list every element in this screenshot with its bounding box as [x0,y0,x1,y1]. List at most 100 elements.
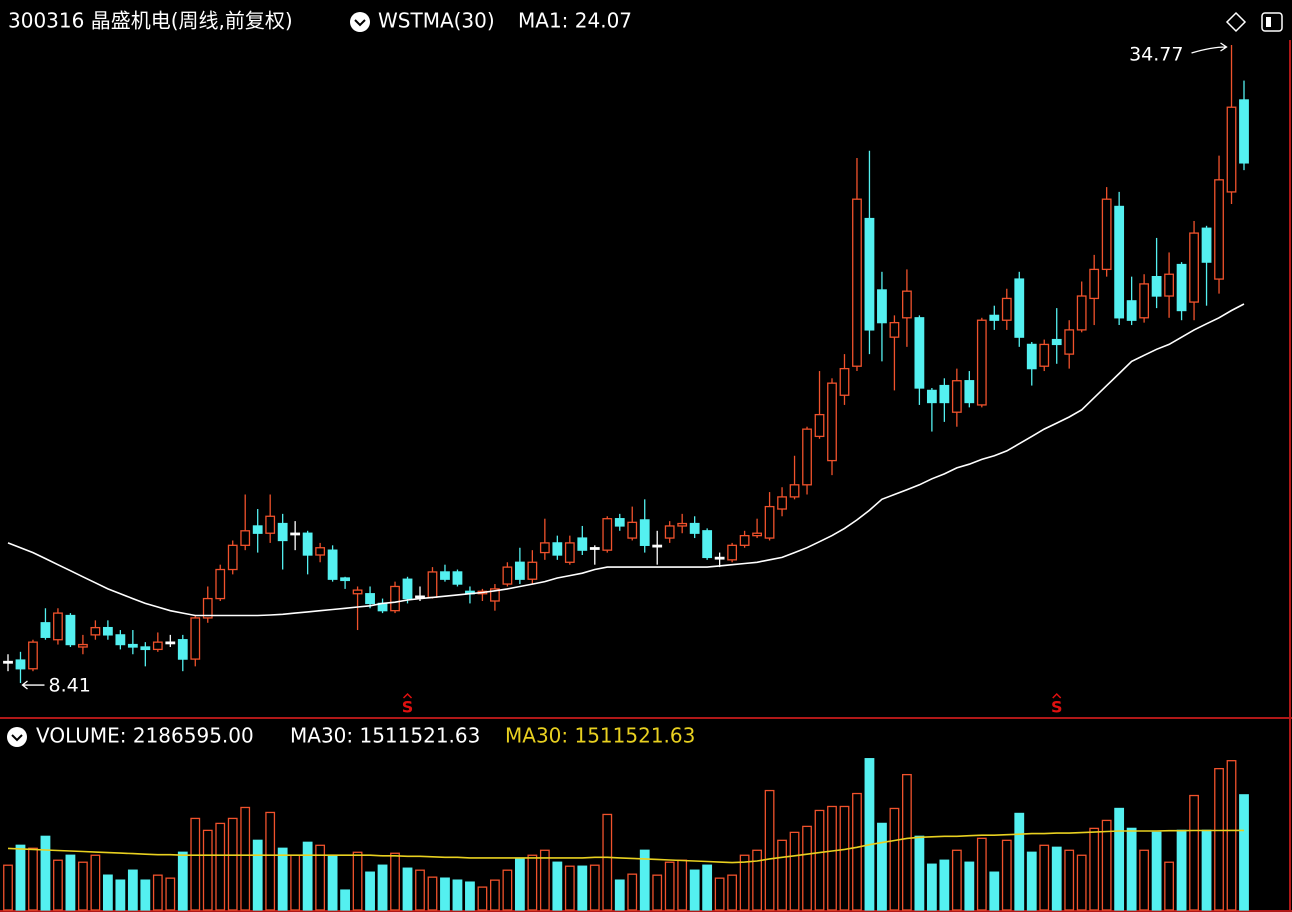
candle-body [727,544,738,561]
candle-body [989,314,1000,321]
volume-bar [802,825,812,911]
candle-body [40,622,51,638]
candle-body [1226,106,1237,193]
volume-bar [689,869,700,911]
volume-bar [1201,829,1212,911]
volume-bar [1039,844,1050,911]
candle-body [602,518,613,551]
volume-bar [926,863,937,911]
volume-bar [40,835,51,911]
volume-ma-label-yellow: MA30: 1511521.63 [505,724,695,748]
candle-body [877,289,887,324]
volume-bar [1226,760,1237,911]
volume-bar [502,869,513,911]
candle-body [1014,278,1025,338]
volume-bar [627,873,638,911]
volume-bar [290,854,301,911]
diamond-icon[interactable] [1225,11,1247,33]
candle-body [827,382,837,462]
volume-bar [889,807,900,911]
volume-bar [789,831,800,911]
panel-icon[interactable] [1261,12,1283,32]
candle-body [415,595,425,599]
candle-body [552,542,563,556]
volume-bar [127,869,138,911]
candle-body [527,561,538,580]
volume-dropdown-icon[interactable] [7,727,27,747]
volume-bar [90,854,101,911]
volume-bar [839,805,850,911]
volume-bar [827,805,837,911]
candle-body [1114,205,1125,319]
candle-body [926,389,937,404]
volume-bar [564,865,575,911]
signal-hat [402,692,413,699]
candle-body [939,384,950,404]
candle-body [1189,232,1199,303]
volume-bar [1114,807,1125,911]
volume-bar [277,847,288,911]
signal-marker: S [402,698,414,717]
candle-body [1076,295,1087,331]
candle-body [1039,343,1050,367]
candle-body [1214,179,1224,280]
volume-bar [365,871,375,911]
candle-body [664,525,675,539]
volume-bar [814,809,825,911]
candle-body [440,571,450,580]
volume-bar [964,861,975,911]
candle-body [28,641,38,670]
volume-bar [739,854,750,911]
volume-bar [227,817,238,911]
volume-bar [764,789,775,911]
volume-bar [28,847,38,911]
volume-bar [315,844,326,911]
candle-body [365,593,375,605]
volume-bar [664,861,675,911]
candle-body [427,571,438,599]
volume-bar [1126,827,1137,911]
volume-bar [102,874,113,911]
volume-bar [1101,819,1112,911]
panel-icon-inner [1266,17,1271,27]
volume-bar [1001,839,1012,911]
candle-body [514,561,525,580]
volume-bar [852,792,862,911]
signal-marker: S [1051,698,1063,717]
candle-body [652,544,663,548]
candle-body [964,380,975,404]
volume-bar [1139,849,1150,911]
volume-bar [939,859,950,911]
volume-bar [639,849,650,911]
candle-body [3,660,13,664]
candle-body [864,217,875,331]
volume-ma-line [7,829,1244,864]
volume-bar [3,864,13,911]
candle-body [340,577,350,582]
volume-bar [390,852,400,911]
volume-bar [65,854,76,911]
dropdown-icon[interactable] [350,12,370,32]
volume-bar [989,871,1000,911]
candle-body [265,515,276,534]
candle-body [152,641,163,651]
candle-body [227,544,238,571]
volume-bar [864,758,875,911]
volume-bar [877,822,887,911]
candle-body [902,290,912,319]
candle-body [702,530,713,559]
candle-body [502,566,513,585]
candle-body [714,556,725,560]
volume-bar [1026,851,1037,911]
candle-body [814,413,825,438]
volume-bar [240,806,251,911]
volume-bar [352,851,363,911]
volume-bar [78,861,88,911]
volume-bar [1164,861,1174,911]
volume-bar [1151,831,1162,911]
candle-body [390,585,400,612]
candle-body [165,641,176,645]
volume-bar [340,889,350,911]
volume-bar [777,839,787,911]
